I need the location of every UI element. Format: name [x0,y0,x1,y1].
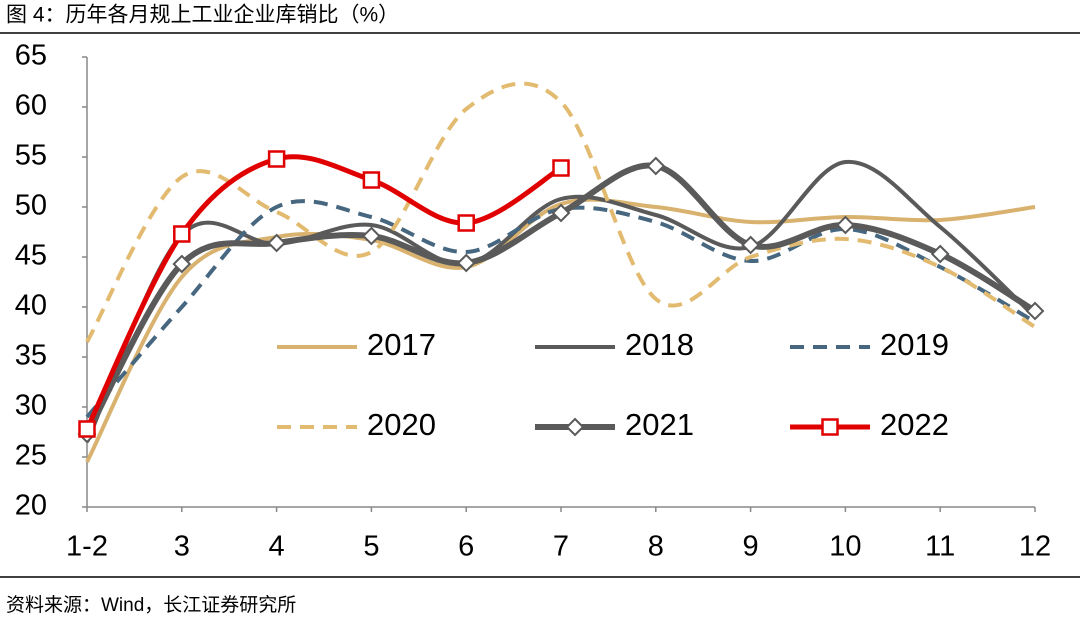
x-tick-label: 9 [743,531,759,563]
square-marker [457,214,475,232]
square-marker [362,171,381,189]
diamond-marker [646,156,666,176]
diamond-marker [172,254,192,274]
y-tick-label: 60 [15,90,47,122]
legend-label: 2020 [367,407,436,442]
y-tick-label: 65 [15,40,47,72]
x-tick-label: 11 [925,531,955,563]
diamond-marker [267,233,287,253]
source-note: 资料来源：Wind，长江证券研究所 [6,594,296,616]
y-tick-label: 35 [15,340,47,372]
y-tick-label: 30 [15,390,47,422]
diamond-marker [456,253,476,273]
x-tick-label: 7 [553,531,569,563]
x-tick-label: 1-2 [66,531,108,563]
y-tick-label: 55 [15,140,47,172]
y-tick-label: 20 [15,490,47,522]
x-tick-label: 12 [1019,531,1051,563]
series-line [85,199,1037,419]
series-line [85,159,1037,443]
diamond-marker [551,203,571,223]
legend-label: 2018 [625,327,694,362]
x-tick-label: 3 [174,531,190,563]
y-tick-label: 50 [15,190,47,222]
square-marker [78,420,96,438]
legend-label: 2017 [367,327,436,362]
diamond-marker [1025,301,1045,321]
legend-marker [565,417,585,437]
diamond-marker [930,244,950,264]
diamond-marker [361,226,381,246]
legend-marker [821,418,839,436]
legend-label: 2022 [880,407,949,442]
y-tick-label: 45 [15,240,47,272]
square-marker [267,150,286,168]
x-tick-label: 6 [458,531,474,563]
square-marker [552,159,570,177]
y-tick-label: 40 [15,290,47,322]
legend-label: 2019 [880,327,949,362]
series-line [85,81,1037,343]
x-tick-label: 10 [829,531,861,563]
diamond-marker [835,215,855,235]
x-tick-label: 8 [648,531,664,563]
y-tick-label: 25 [15,440,47,472]
diamond-marker [741,235,761,255]
square-marker [173,225,191,243]
x-tick-label: 4 [269,531,285,563]
legend-label: 2021 [625,407,694,442]
x-tick-label: 5 [363,531,379,563]
chart-title: 图 4：历年各月规上工业企业库销比（%） [6,4,399,27]
